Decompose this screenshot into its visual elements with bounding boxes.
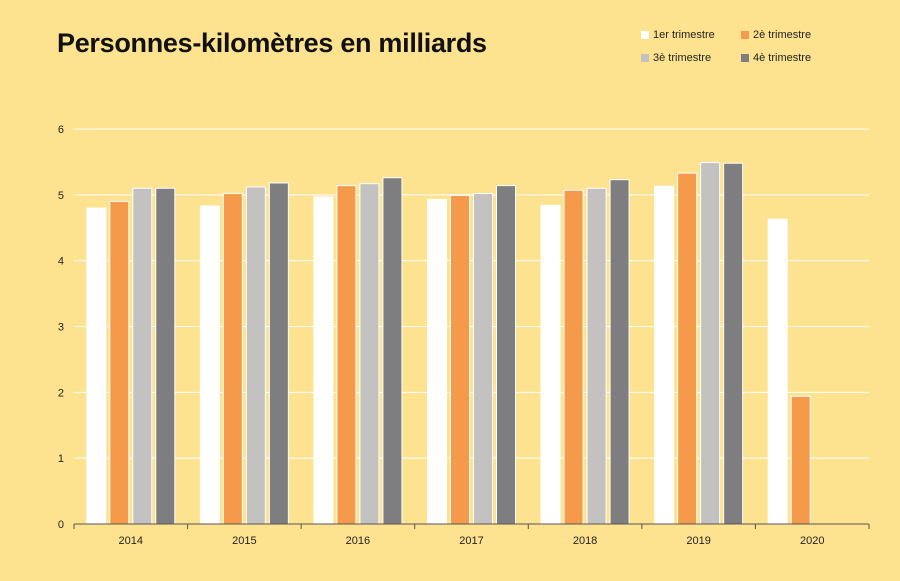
legend-item-q3: 3è trimestre — [641, 51, 741, 65]
bar-2019-q1 — [654, 185, 675, 525]
legend-label-q4: 4è trimestre — [753, 52, 812, 64]
y-tick-label-3: 3 — [58, 322, 64, 334]
legend-label-q3: 3è trimestre — [653, 52, 712, 64]
bar-2018-q1 — [540, 204, 561, 525]
legend-swatch-q3 — [641, 54, 649, 62]
y-tick-label-5: 5 — [58, 190, 64, 202]
bar-2017-q3 — [473, 193, 493, 525]
legend-swatch-q4 — [741, 54, 749, 62]
bar-2015-q4 — [268, 182, 289, 525]
bar-2016-q4 — [382, 177, 403, 525]
y-tick-label-0: 0 — [58, 519, 64, 531]
bar-2014-q2 — [109, 200, 130, 525]
y-tick-label-4: 4 — [58, 256, 64, 268]
bar-2017-q2 — [450, 194, 470, 525]
legend-swatch-q2 — [741, 31, 749, 39]
x-tick-label-2018: 2018 — [573, 535, 597, 547]
y-tick-label-2: 2 — [58, 387, 64, 399]
x-tick-label-2017: 2017 — [459, 535, 483, 547]
x-tick-label-2014: 2014 — [119, 535, 143, 547]
legend-swatch-q1 — [641, 31, 649, 39]
bar-2014-q4 — [155, 187, 176, 525]
bar-2018-q2 — [563, 189, 584, 525]
x-tick-label-2020: 2020 — [800, 535, 824, 547]
bar-2017-q1 — [427, 198, 447, 525]
legend-item-q1: 1er trimestre — [641, 28, 741, 42]
bar-2016-q3 — [359, 183, 380, 525]
bar-2015-q3 — [245, 186, 266, 525]
chart-legend: 1er trimestre 2è trimestre 3è trimestre … — [641, 28, 841, 65]
x-tick-label-2019: 2019 — [686, 535, 710, 547]
x-tick-label-2016: 2016 — [346, 535, 370, 547]
y-tick-label-1: 1 — [58, 453, 64, 465]
bar-2016-q2 — [336, 185, 357, 525]
legend-label-q1: 1er trimestre — [653, 29, 715, 41]
x-tick-label-2015: 2015 — [232, 535, 256, 547]
bar-2018-q3 — [586, 187, 607, 525]
bar-2014-q3 — [132, 187, 153, 525]
chart-title: Personnes-kilomètres en milliards — [57, 28, 487, 58]
bar-2014-q1 — [86, 207, 107, 525]
bar-2015-q2 — [222, 193, 243, 525]
bar-2019-q3 — [700, 162, 721, 525]
bar-2017-q4 — [496, 185, 516, 525]
legend-item-q2: 2è trimestre — [741, 28, 841, 42]
bar-2019-q4 — [723, 162, 744, 525]
legend-item-q4: 4è trimestre — [741, 51, 841, 65]
legend-label-q2: 2è trimestre — [753, 29, 812, 41]
bar-2016-q1 — [313, 196, 334, 525]
bar-2019-q2 — [677, 172, 698, 525]
bar-2018-q4 — [609, 179, 630, 525]
bar-2015-q1 — [199, 205, 220, 525]
y-tick-label-6: 6 — [58, 124, 64, 136]
bar-2020-q1 — [767, 218, 788, 525]
bar-2020-q2 — [790, 395, 811, 525]
